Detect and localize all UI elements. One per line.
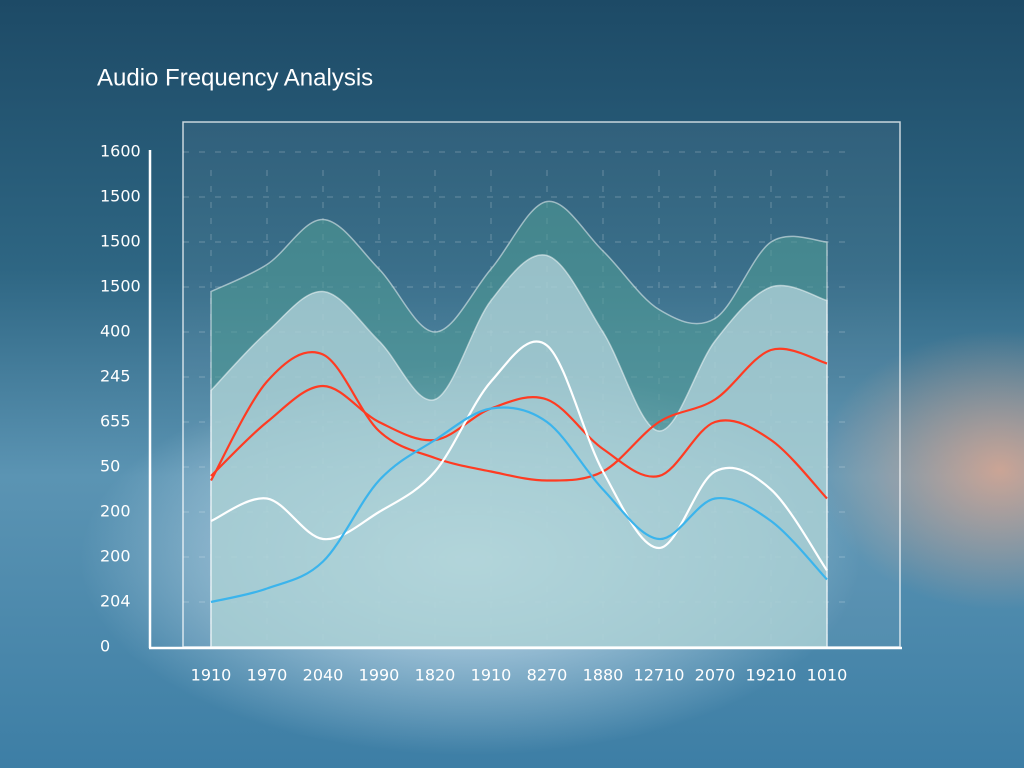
y-tick-label: 0	[100, 637, 110, 656]
line	[210, 384, 828, 500]
y-tick-label: 1500	[100, 187, 141, 206]
x-tick-label: 2070	[695, 666, 736, 685]
x-tick-label: 1970	[247, 666, 288, 685]
y-tick-label: 1600	[100, 142, 141, 161]
x-tick-label: 1880	[583, 666, 624, 685]
x-tick-label: 1990	[359, 666, 400, 685]
y-tick-label: 204	[100, 592, 131, 611]
x-tick-label: 12710	[634, 666, 685, 685]
y-tick-label: 50	[100, 457, 120, 476]
chart-title: Audio Frequency Analysis	[97, 64, 373, 91]
y-tick-label: 200	[100, 547, 131, 566]
x-tick-label: 1910	[471, 666, 512, 685]
y-tick-label: 245	[100, 367, 131, 386]
x-tick-label: 2040	[303, 666, 344, 685]
x-tick-label: 19210	[746, 666, 797, 685]
x-tick-label: 1820	[415, 666, 456, 685]
line	[210, 406, 828, 604]
line	[210, 347, 828, 482]
x-tick-label: 1910	[191, 666, 232, 685]
y-tick-label: 1500	[100, 232, 141, 251]
y-tick-label: 1500	[100, 277, 141, 296]
y-tick-label: 655	[100, 412, 131, 431]
y-tick-label: 400	[100, 322, 131, 341]
series-layer	[210, 200, 828, 648]
area	[210, 254, 828, 648]
x-tick-label: 8270	[527, 666, 568, 685]
x-tick-label: 1010	[807, 666, 848, 685]
y-tick-label: 200	[100, 502, 131, 521]
line	[210, 340, 828, 572]
